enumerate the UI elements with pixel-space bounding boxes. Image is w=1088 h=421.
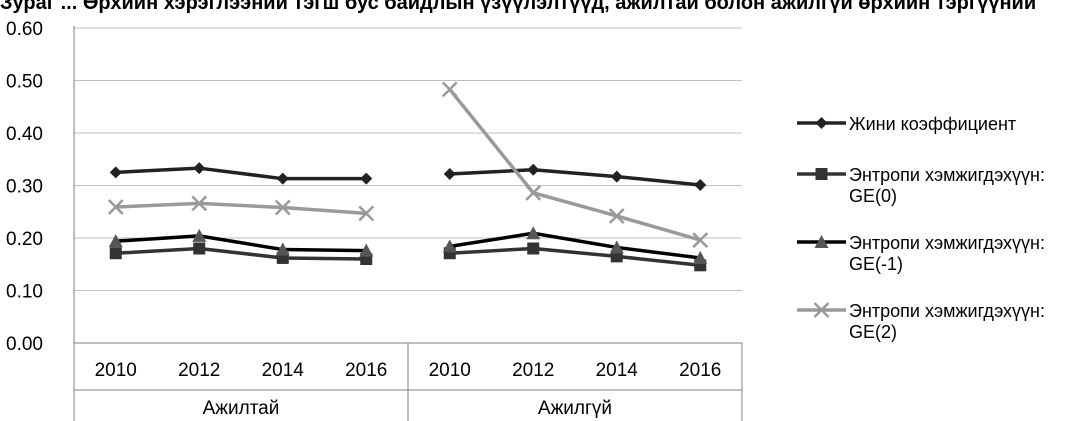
x-axis: 2010 2012 2014 2016 Ажилтай 2010 2012 2014 2016 А… (74, 343, 743, 421)
legend-marker (814, 235, 829, 248)
series-line (448, 88, 701, 242)
y-tick-label: 0.60 (6, 19, 43, 40)
legend-label: Жини коэффициент (849, 114, 1016, 134)
data-point (609, 240, 624, 254)
x-group-label: Ажилтай (203, 398, 280, 419)
data-point (442, 239, 457, 253)
legend-label: GE(2) (849, 322, 897, 342)
x-group-label: Ажилгүй (538, 398, 612, 419)
data-point (193, 242, 206, 255)
x-tick-label: 2010 (429, 360, 471, 381)
data-point (441, 81, 458, 98)
legend-marker (815, 168, 828, 180)
data-point (527, 163, 540, 176)
data-point (694, 178, 707, 191)
y-axis: 0.00 0.10 0.20 0.30 0.40 0.50 0.60 (6, 19, 75, 421)
series-line (449, 246, 701, 268)
series-1 (109, 162, 707, 191)
gridlines (74, 27, 742, 344)
x-tick-label: 2012 (512, 360, 554, 381)
data-point (359, 243, 374, 257)
series-line (115, 166, 367, 181)
data-point (274, 199, 291, 216)
data-point (191, 195, 208, 212)
x-tick-label: 2010 (95, 360, 137, 381)
data-point (693, 250, 708, 264)
legend-marker (815, 117, 828, 129)
legend-item: Энтропи хэмжигдэхүүн:GE(2) (797, 301, 1045, 342)
x-tick-label: 2014 (262, 360, 305, 381)
data-point (109, 166, 122, 179)
data-point (526, 226, 541, 240)
data-point (443, 167, 456, 180)
y-tick-label: 0.10 (6, 282, 43, 303)
legend-marker (813, 302, 830, 318)
series-line (115, 201, 367, 216)
data-point (608, 208, 625, 224)
series-line (115, 246, 367, 261)
data-point (610, 170, 623, 183)
legend-item: Энтропи хэмжигдэхүүн:GE(-1) (797, 233, 1045, 274)
x-tick-label: 2014 (596, 360, 639, 381)
x-tick-label: 2016 (345, 360, 387, 381)
legend-item: Жини коэффициент (797, 114, 1016, 134)
legend-label: Энтропи хэмжигдэхүүн: (849, 165, 1045, 185)
legend-label: Энтропи хэмжигдэхүүн: (849, 233, 1045, 253)
series-line (449, 231, 701, 260)
legend-label: GE(-1) (849, 254, 903, 274)
y-tick-label: 0.00 (6, 334, 43, 355)
data-point (275, 242, 290, 256)
series-layer (107, 81, 709, 272)
data-point (276, 172, 289, 185)
legend-item: Энтропи хэмжигдэхүүн:GE(0) (797, 165, 1045, 206)
data-point (109, 247, 122, 260)
series-3 (108, 226, 708, 264)
legend-label: GE(0) (849, 186, 897, 206)
data-point (108, 234, 123, 248)
y-tick-label: 0.30 (6, 177, 43, 198)
y-tick-label: 0.20 (6, 229, 43, 250)
data-point (192, 228, 207, 242)
legend-label: Энтропи хэмжигдэхүүн: (849, 301, 1045, 321)
y-tick-label: 0.40 (6, 124, 43, 145)
data-point (107, 199, 124, 215)
series-4 (107, 81, 709, 248)
x-tick-label: 2012 (178, 360, 220, 381)
y-tick-label: 0.50 (6, 72, 43, 93)
data-point (193, 162, 206, 175)
data-point (360, 172, 373, 185)
series-line (115, 234, 367, 253)
data-point (527, 242, 540, 255)
data-point (525, 184, 542, 201)
data-point (692, 232, 709, 248)
data-point (358, 205, 375, 222)
series-line (449, 168, 701, 187)
chart-title: Зураг ... Өрхийн хэрэглээний тэгш бус ба… (0, 0, 1036, 14)
x-tick-label: 2016 (679, 360, 721, 381)
